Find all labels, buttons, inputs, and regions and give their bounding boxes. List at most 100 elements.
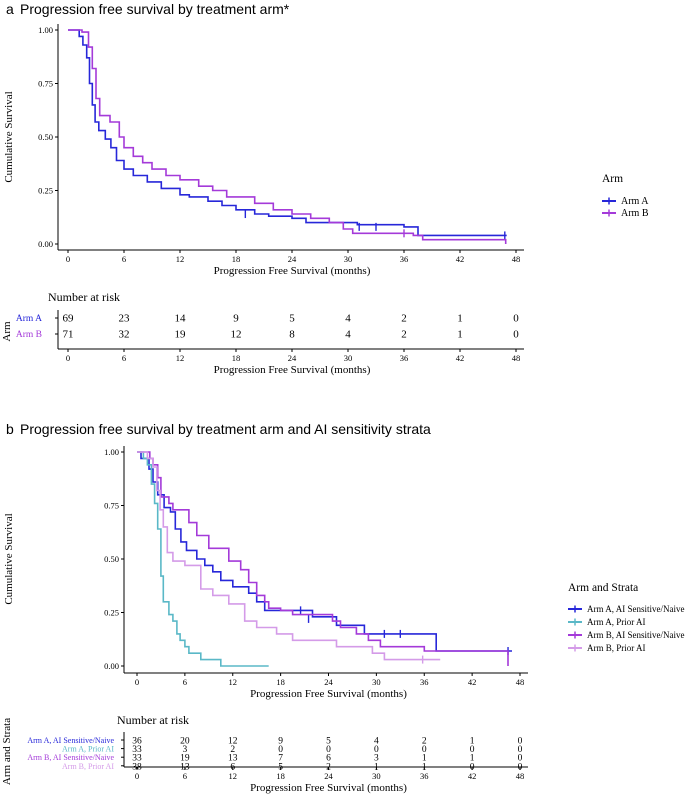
x-tick-label: 18 bbox=[276, 677, 285, 687]
risk-value: 12 bbox=[231, 329, 242, 341]
x-tick-label: 12 bbox=[229, 677, 238, 687]
legend-title: Arm bbox=[602, 173, 623, 185]
legend-label: Arm B, AI Sensitive/Naive bbox=[587, 630, 685, 640]
legend-title: Arm and Strata bbox=[568, 582, 638, 594]
y-tick-label: 0.25 bbox=[104, 608, 119, 618]
risk-value: 19 bbox=[175, 329, 187, 341]
legend-label: Arm B, Prior AI bbox=[587, 643, 646, 653]
y-tick-label: 0.75 bbox=[38, 79, 53, 89]
risk-x-tick-label: 36 bbox=[400, 353, 409, 363]
risk-value: 0 bbox=[518, 754, 523, 764]
series-line-3 bbox=[137, 451, 509, 666]
risk-value: 9 bbox=[233, 313, 239, 325]
risk-row-label: Arm A bbox=[16, 314, 42, 324]
risk-x-tick-label: 18 bbox=[276, 771, 285, 781]
risk-value: 0 bbox=[278, 745, 283, 755]
risk-value: 1 bbox=[422, 754, 427, 764]
x-tick-label: 42 bbox=[468, 677, 477, 687]
risk-value: 5 bbox=[326, 737, 331, 747]
x-tick-label: 30 bbox=[372, 677, 381, 687]
risk-value: 0 bbox=[422, 745, 427, 755]
risk-value: 12 bbox=[228, 737, 238, 747]
panel-a-letter: a bbox=[6, 1, 14, 17]
x-tick-label: 48 bbox=[512, 254, 521, 264]
series-line-4 bbox=[137, 451, 441, 661]
legend-label: Arm A bbox=[621, 196, 649, 207]
risk-x-tick-label: 12 bbox=[229, 771, 238, 781]
risk-x-tick-label: 0 bbox=[66, 353, 70, 363]
risk-value: 5 bbox=[289, 313, 295, 325]
risk-value: 13 bbox=[228, 754, 238, 764]
y-tick-label: 0.00 bbox=[38, 239, 53, 249]
risk-value: 0 bbox=[470, 745, 475, 755]
chart-b: 0.000.250.500.751.000 6 12 18 24 30 36 42 48Prog… bbox=[1, 446, 685, 794]
risk-value: 19 bbox=[180, 754, 190, 764]
x-tick-label: 0 bbox=[135, 677, 139, 687]
risk-value: 4 bbox=[374, 737, 379, 747]
risk-value: 1 bbox=[457, 329, 463, 341]
risk-x-axis-label: Progression Free Survival (months) bbox=[250, 782, 407, 794]
series-line-2 bbox=[68, 29, 507, 244]
x-tick-label: 24 bbox=[288, 254, 297, 264]
risk-value: 33 bbox=[132, 745, 142, 755]
x-tick-label: 0 bbox=[66, 254, 70, 264]
legend-label: Arm A, Prior AI bbox=[587, 617, 646, 627]
y-tick-label: 0.50 bbox=[104, 554, 119, 564]
x-tick-label: 48 bbox=[516, 677, 525, 687]
x-tick-label: 24 bbox=[324, 677, 333, 687]
x-tick-label: 6 bbox=[122, 254, 126, 264]
y-tick-label: 1.00 bbox=[104, 447, 119, 457]
risk-y-axis-label: Arm and Strata bbox=[1, 718, 13, 785]
y-tick-label: 0.50 bbox=[38, 132, 53, 142]
risk-value: 3 bbox=[374, 754, 379, 764]
series-line-1 bbox=[68, 29, 507, 237]
risk-x-tick-label: 30 bbox=[344, 353, 353, 363]
x-tick-label: 30 bbox=[344, 254, 353, 264]
risk-value: 1 bbox=[470, 737, 475, 747]
x-tick-label: 18 bbox=[232, 254, 241, 264]
risk-value: 0 bbox=[513, 329, 519, 341]
risk-value: 8 bbox=[289, 329, 295, 341]
risk-value: 1 bbox=[457, 313, 463, 325]
risk-x-tick-label: 42 bbox=[456, 353, 465, 363]
risk-x-tick-label: 42 bbox=[468, 771, 477, 781]
risk-value: 4 bbox=[345, 313, 351, 325]
y-axis-label: Cumulative Survival bbox=[3, 513, 15, 604]
risk-value: 71 bbox=[63, 329, 74, 341]
risk-row-label: Arm B, AI Sensitive/Naive bbox=[27, 753, 114, 762]
x-tick-label: 42 bbox=[456, 254, 465, 264]
risk-value: 2 bbox=[422, 737, 427, 747]
x-axis-label: Progression Free Survival (months) bbox=[250, 688, 407, 700]
x-tick-label: 36 bbox=[400, 254, 409, 264]
x-axis-label: Progression Free Survival (months) bbox=[214, 265, 371, 277]
risk-y-axis-label: Arm bbox=[1, 321, 13, 342]
risk-x-tick-label: 12 bbox=[176, 353, 185, 363]
risk-x-tick-label: 6 bbox=[122, 353, 126, 363]
risk-value: 0 bbox=[518, 737, 523, 747]
y-tick-label: 1.00 bbox=[38, 25, 53, 35]
risk-value: 0 bbox=[374, 745, 379, 755]
risk-value: 69 bbox=[63, 313, 75, 325]
x-tick-label: 6 bbox=[183, 677, 187, 687]
risk-x-tick-label: 30 bbox=[372, 771, 381, 781]
risk-x-tick-label: 48 bbox=[516, 771, 525, 781]
x-tick-label: 12 bbox=[176, 254, 185, 264]
risk-row-label: Arm A, Prior AI bbox=[62, 745, 114, 754]
risk-value: 9 bbox=[278, 737, 283, 747]
chart-a: 0.000.250.500.751.000 6 12 18 24 30 36 42 48Prog… bbox=[1, 24, 649, 376]
panel-b-title: Progression free survival by treatment a… bbox=[20, 421, 431, 437]
risk-x-tick-label: 36 bbox=[420, 771, 429, 781]
risk-value: 2 bbox=[230, 745, 235, 755]
risk-x-tick-label: 24 bbox=[324, 771, 333, 781]
risk-value: 2 bbox=[401, 329, 407, 341]
risk-value: 32 bbox=[119, 329, 130, 341]
risk-value: 14 bbox=[175, 313, 187, 325]
risk-table-title: Number at risk bbox=[117, 713, 189, 727]
x-tick-label: 36 bbox=[420, 677, 429, 687]
y-tick-label: 0.25 bbox=[38, 186, 53, 196]
risk-table-title: Number at risk bbox=[48, 290, 120, 304]
risk-value: 0 bbox=[326, 745, 331, 755]
risk-value: 33 bbox=[132, 754, 142, 764]
risk-value: 6 bbox=[326, 754, 331, 764]
